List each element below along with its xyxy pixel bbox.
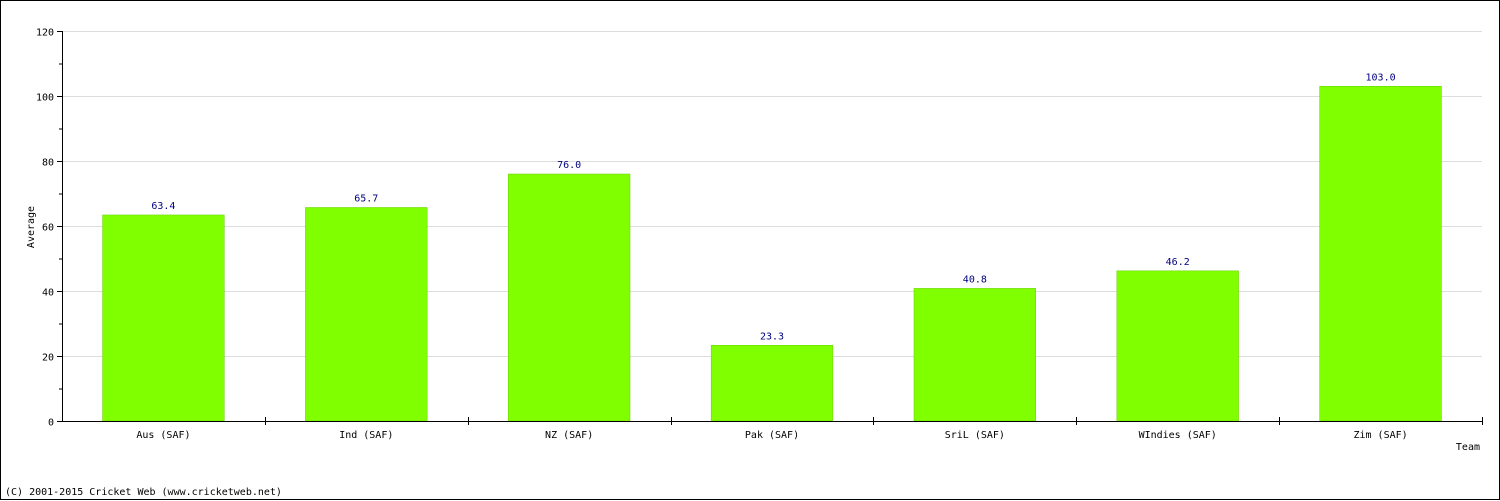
bar-value-label: 65.7 <box>354 193 378 204</box>
y-tick-label: 60 <box>42 223 54 234</box>
bar-value-label: 63.4 <box>151 201 175 212</box>
bar <box>102 214 225 422</box>
bar <box>508 173 631 422</box>
y-tick-label: 80 <box>42 158 54 169</box>
y-tick-label: 120 <box>36 28 54 39</box>
x-tick-label: Ind (SAF) <box>339 430 393 441</box>
bars <box>102 86 1442 422</box>
bar-value-label: 40.8 <box>963 274 987 285</box>
labels: 0 20 40 60 80 100 120 63.4 Aus (SAF) 65.7 Ind (SAF… <box>36 28 1408 442</box>
copyright-text: (C) 2001-2015 Cricket Web (www.cricketwe… <box>5 487 282 498</box>
x-tick-label: Aus (SAF) <box>136 430 190 441</box>
axes <box>57 31 1483 425</box>
bar <box>1319 86 1442 422</box>
y-axis-title: Average <box>26 206 37 248</box>
y-tick-label: 100 <box>36 93 54 104</box>
y-tick-label: 40 <box>42 288 54 299</box>
bar-value-label: 103.0 <box>1366 72 1396 83</box>
gridlines <box>62 31 1482 357</box>
bar-value-label: 23.3 <box>760 331 784 342</box>
bar <box>305 207 428 422</box>
x-tick-label: WIndies (SAF) <box>1139 430 1217 441</box>
x-tick-label: SriL (SAF) <box>945 430 1005 441</box>
bar <box>1116 270 1239 422</box>
x-tick-label: NZ (SAF) <box>545 430 593 441</box>
bar <box>913 288 1036 422</box>
x-tick-label: Zim (SAF) <box>1353 430 1407 441</box>
bar-value-label: 46.2 <box>1166 257 1190 268</box>
bar-value-label: 76.0 <box>557 160 581 171</box>
bar <box>710 345 834 422</box>
x-axis-title: Team <box>1456 442 1480 453</box>
x-tick-label: Pak (SAF) <box>745 430 799 441</box>
y-tick-label: 0 <box>48 418 54 429</box>
y-tick-label: 20 <box>42 353 54 364</box>
